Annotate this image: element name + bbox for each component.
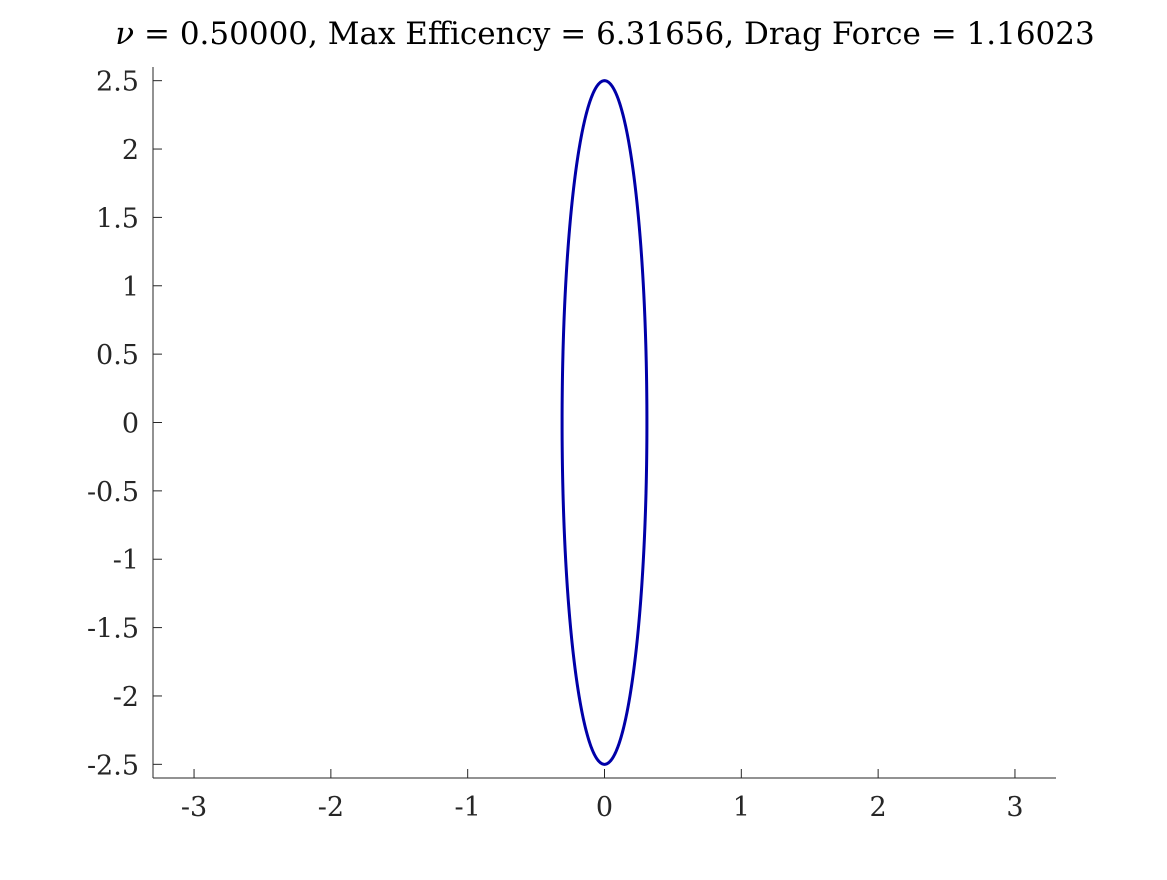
axes: -3 -2 -1 0 1 2 3 -2.5 -2 -1.5 -1 -0.5 0 0.5 1 1.5 2 2.5 — [87, 67, 1056, 823]
chart-title: ν = 0.50000, Max Efficency = 6.31656, Dr… — [0, 16, 1167, 52]
x-tick-label: 3 — [1006, 792, 1023, 823]
x-tick-label: 0 — [596, 792, 613, 823]
y-tick-label: 2.5 — [96, 67, 139, 98]
x-tick-label: -1 — [455, 792, 481, 823]
x-tick-label: -2 — [318, 792, 344, 823]
y-tick-label: -2.5 — [87, 750, 139, 781]
title-nu-symbol: ν — [115, 16, 135, 52]
y-tick-label: -1 — [113, 545, 139, 576]
y-tick-label: -2 — [113, 682, 139, 713]
title-text: = 0.50000, Max Efficency = 6.31656, Drag… — [134, 16, 1095, 52]
y-tick-label: 0 — [122, 409, 139, 440]
x-tick-label: 1 — [733, 792, 750, 823]
x-tick-label: 2 — [870, 792, 887, 823]
y-tick-label: -0.5 — [87, 477, 139, 508]
y-tick-label: -1.5 — [87, 614, 139, 645]
x-tick-label: -3 — [181, 792, 207, 823]
y-tick-label: 2 — [122, 135, 139, 166]
data-layer — [560, 79, 649, 766]
y-tick-label: 1.5 — [96, 203, 139, 234]
y-tick-label: 1 — [122, 272, 139, 303]
series-curve-0 — [560, 79, 649, 766]
y-tick-label: 0.5 — [96, 340, 139, 371]
